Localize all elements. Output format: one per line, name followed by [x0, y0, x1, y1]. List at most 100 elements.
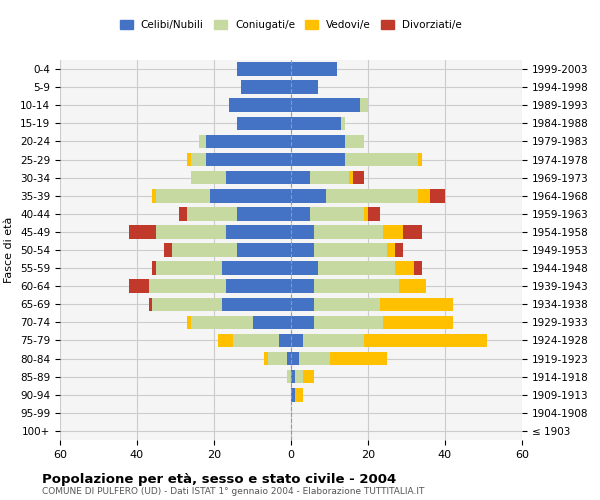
Bar — [222, 262, 291, 275]
Bar — [291, 171, 310, 184]
Bar — [380, 298, 453, 311]
Bar — [253, 316, 291, 329]
Bar — [387, 243, 395, 257]
Bar — [291, 98, 360, 112]
Bar — [291, 243, 314, 257]
Bar — [287, 352, 291, 366]
Bar — [199, 134, 206, 148]
Bar — [280, 334, 291, 347]
Bar — [149, 298, 152, 311]
Bar — [218, 334, 233, 347]
Bar — [156, 262, 222, 275]
Bar — [383, 225, 403, 238]
Bar — [295, 370, 302, 384]
Bar — [287, 370, 291, 384]
Bar — [237, 62, 291, 76]
Bar — [237, 207, 291, 220]
Bar — [222, 298, 291, 311]
Bar — [210, 189, 291, 202]
Bar — [364, 207, 368, 220]
Bar — [268, 352, 287, 366]
Bar — [314, 316, 383, 329]
Bar — [226, 171, 291, 184]
Bar — [172, 243, 237, 257]
Bar — [310, 171, 349, 184]
Bar — [191, 316, 253, 329]
Text: COMUNE DI PULFERO (UD) - Dati ISTAT 1° gennaio 2004 - Elaborazione TUTTITALIA.IT: COMUNE DI PULFERO (UD) - Dati ISTAT 1° g… — [42, 488, 424, 496]
Bar — [329, 352, 387, 366]
Bar — [395, 243, 403, 257]
Bar — [383, 316, 453, 329]
Bar — [302, 334, 364, 347]
Bar — [156, 189, 210, 202]
Bar — [237, 243, 291, 257]
Bar — [191, 171, 226, 184]
Bar — [179, 207, 187, 220]
Bar — [164, 243, 172, 257]
Bar — [291, 298, 314, 311]
Bar — [291, 262, 318, 275]
Bar — [291, 388, 295, 402]
Legend: Celibi/Nubili, Coniugati/e, Vedovi/e, Divorziati/e: Celibi/Nubili, Coniugati/e, Vedovi/e, Di… — [116, 16, 466, 34]
Y-axis label: Fasce di età: Fasce di età — [4, 217, 14, 283]
Bar — [229, 98, 291, 112]
Bar — [226, 225, 291, 238]
Bar — [152, 298, 222, 311]
Bar — [156, 225, 226, 238]
Bar — [291, 152, 345, 166]
Bar — [403, 225, 422, 238]
Y-axis label: Anni di nascita: Anni di nascita — [598, 209, 600, 291]
Bar — [345, 134, 364, 148]
Bar — [226, 280, 291, 293]
Bar — [302, 370, 314, 384]
Bar — [187, 316, 191, 329]
Bar — [299, 352, 329, 366]
Bar — [291, 334, 302, 347]
Bar — [291, 370, 295, 384]
Bar — [314, 298, 380, 311]
Bar — [291, 189, 326, 202]
Bar — [237, 116, 291, 130]
Bar — [191, 152, 206, 166]
Bar — [291, 225, 314, 238]
Bar — [399, 280, 426, 293]
Bar — [364, 334, 487, 347]
Bar — [318, 262, 395, 275]
Bar — [314, 225, 383, 238]
Bar — [291, 116, 341, 130]
Bar — [291, 280, 314, 293]
Bar — [291, 207, 310, 220]
Bar — [418, 189, 430, 202]
Bar — [264, 352, 268, 366]
Bar — [291, 80, 318, 94]
Bar — [414, 262, 422, 275]
Bar — [314, 243, 387, 257]
Bar — [206, 134, 291, 148]
Bar — [395, 262, 414, 275]
Bar — [353, 171, 364, 184]
Bar — [152, 189, 156, 202]
Bar — [368, 207, 380, 220]
Bar — [187, 152, 191, 166]
Bar — [345, 152, 418, 166]
Bar — [291, 134, 345, 148]
Bar — [152, 262, 156, 275]
Bar — [291, 316, 314, 329]
Text: Popolazione per età, sesso e stato civile - 2004: Popolazione per età, sesso e stato civil… — [42, 472, 396, 486]
Bar — [187, 207, 237, 220]
Bar — [295, 388, 302, 402]
Bar — [314, 280, 399, 293]
Bar — [241, 80, 291, 94]
Bar — [349, 171, 353, 184]
Bar — [430, 189, 445, 202]
Bar — [130, 225, 156, 238]
Bar — [341, 116, 345, 130]
Bar — [310, 207, 364, 220]
Bar — [360, 98, 368, 112]
Bar — [233, 334, 280, 347]
Bar — [130, 280, 149, 293]
Bar — [326, 189, 418, 202]
Bar — [418, 152, 422, 166]
Bar — [149, 280, 226, 293]
Bar — [291, 62, 337, 76]
